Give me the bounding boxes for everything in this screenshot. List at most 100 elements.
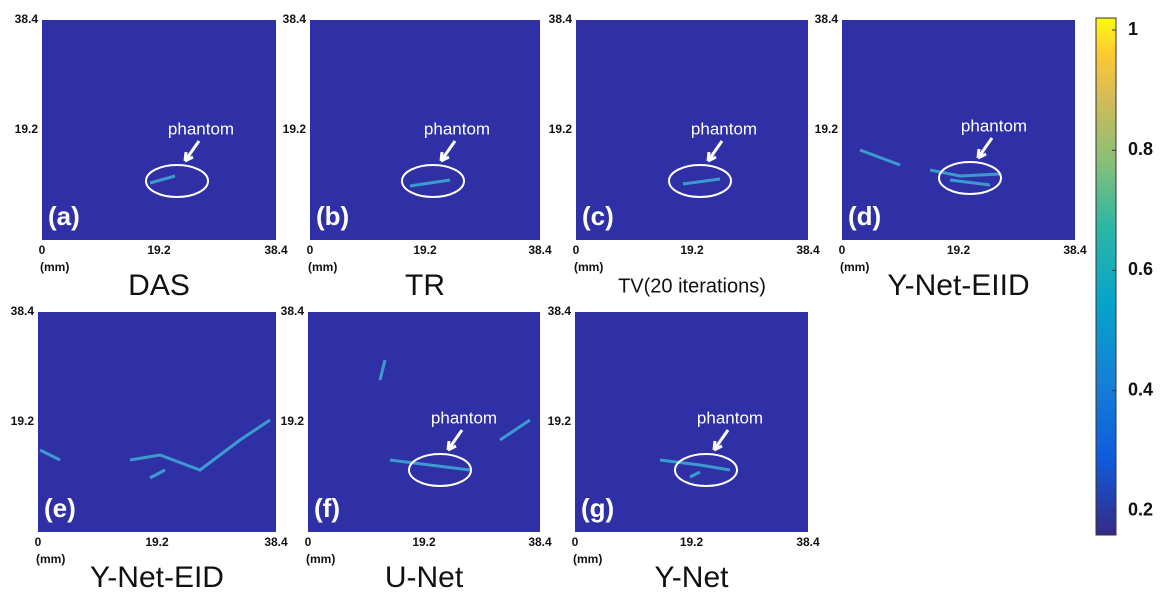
x-tick-label: 38.4 [796,243,820,257]
x-tick-label: 38.4 [264,243,288,257]
axis-unit: (mm) [306,552,335,566]
phantom-label: phantom [961,116,1027,135]
phantom-arrow [706,140,724,163]
x-tick-label: 0 [839,243,846,257]
panel-title: U-Net [385,561,464,594]
image-streaks [39,418,271,480]
axis-unit: (mm) [840,260,869,274]
x-tick-label: 19.2 [412,535,436,549]
phantom-ellipse [674,453,738,487]
y-tick-label: 19.2 [281,414,305,428]
panel-title: Y-Net [655,561,730,594]
panel: (f)0 19.2 38.4 (mm) 38.4 19.2 U-Net phantom [281,304,552,594]
panel: (e)0 19.2 38.4 (mm) 38.4 19.2 Y-Net-EID [11,304,288,594]
panel-image [38,312,276,532]
y-tick-label: 19.2 [11,414,35,428]
x-tick-label: 19.2 [947,243,971,257]
image-streaks [149,174,176,185]
image-streaks [659,458,731,479]
panel-tag: (f) [314,493,340,523]
phantom-ellipse [408,453,472,487]
phantom-ellipse [401,164,465,198]
panel-title: TV(20 iterations) [618,275,766,297]
axis-unit: (mm) [308,260,337,274]
y-tick-label: 19.2 [549,122,573,136]
phantom-arrow [446,429,464,452]
panel: (b)0 19.2 38.4 (mm) 38.4 19.2 TR phantom [283,12,552,302]
phantom-arrow [439,140,457,163]
panel-title: Y-Net-EIID [887,269,1029,302]
panel-title: TR [405,269,445,302]
x-tick-label: 19.2 [145,535,169,549]
phantom-ellipse [668,164,732,198]
panel-image [310,20,540,240]
axis-unit: (mm) [36,552,65,566]
panel: (a)0 19.2 38.4 (mm) 38.4 19.2 DAS phantom [15,12,288,302]
x-tick-label: 19.2 [413,243,437,257]
colorbar-tick-label: 0.4 [1128,379,1153,399]
colorbar [1095,17,1117,536]
x-tick-label: 38.4 [1063,243,1087,257]
y-tick-label: 19.2 [15,122,39,136]
y-tick-label: 38.4 [281,304,305,318]
x-tick-label: 19.2 [147,243,171,257]
phantom-arrow [712,429,730,452]
panel-image [42,20,276,240]
panel-tag: (a) [48,201,80,231]
y-tick-label: 19.2 [283,122,307,136]
y-tick-label: 38.4 [283,12,307,26]
image-streaks [682,177,721,186]
x-tick-label: 0 [35,535,42,549]
phantom-label: phantom [691,119,757,138]
x-tick-label: 0 [39,243,46,257]
axis-unit: (mm) [40,260,69,274]
x-tick-label: 0 [572,535,579,549]
image-streaks [378,359,531,472]
panel-tag: (e) [44,493,76,523]
colorbar-tick-label: 0.2 [1128,500,1153,520]
colorbar-tick-label: 0.6 [1128,259,1153,279]
axis-unit: (mm) [574,260,603,274]
colorbar-tick-label: 1 [1128,19,1138,39]
phantom-arrow [976,137,994,160]
y-tick-label: 38.4 [11,304,35,318]
colorbar-tick-label: 0.8 [1128,139,1153,159]
phantom-label: phantom [697,408,763,427]
x-tick-label: 38.4 [264,535,288,549]
panel-image [575,312,808,532]
phantom-ellipse [145,164,209,198]
x-tick-label: 38.4 [528,243,552,257]
y-tick-label: 19.2 [548,414,572,428]
y-tick-label: 38.4 [549,12,573,26]
x-tick-label: 0 [573,243,580,257]
panel-image [842,20,1075,240]
panel-tag: (c) [582,201,614,231]
panel-image [576,20,808,240]
panel: (d)0 19.2 38.4 (mm) 38.4 19.2 Y-Net-EIID phanto… [815,12,1087,302]
x-tick-label: 0 [305,535,312,549]
panel-tag: (d) [848,201,881,231]
panel: (c)0 19.2 38.4 (mm) 38.4 19.2 TV(20 iterations… [549,12,820,297]
y-tick-label: 19.2 [815,122,839,136]
phantom-label: phantom [168,119,234,138]
x-tick-label: 19.2 [680,243,704,257]
x-tick-label: 38.4 [528,535,552,549]
panel-tag: (b) [316,201,349,231]
phantom-ellipse [938,161,1002,195]
panel-image [308,312,540,532]
y-tick-label: 38.4 [15,12,39,26]
x-tick-label: 0 [307,243,314,257]
axis-unit: (mm) [573,552,602,566]
phantom-label: phantom [431,408,497,427]
panel: (g)0 19.2 38.4 (mm) 38.4 19.2 Y-Net phantom [548,304,820,594]
y-tick-label: 38.4 [548,304,572,318]
phantom-label: phantom [424,119,490,138]
image-streaks [409,178,451,188]
x-tick-label: 38.4 [796,535,820,549]
panel-title: DAS [128,269,190,302]
y-tick-label: 38.4 [815,12,839,26]
phantom-arrow [183,140,201,163]
x-tick-label: 19.2 [680,535,704,549]
panel-tag: (g) [581,493,614,523]
